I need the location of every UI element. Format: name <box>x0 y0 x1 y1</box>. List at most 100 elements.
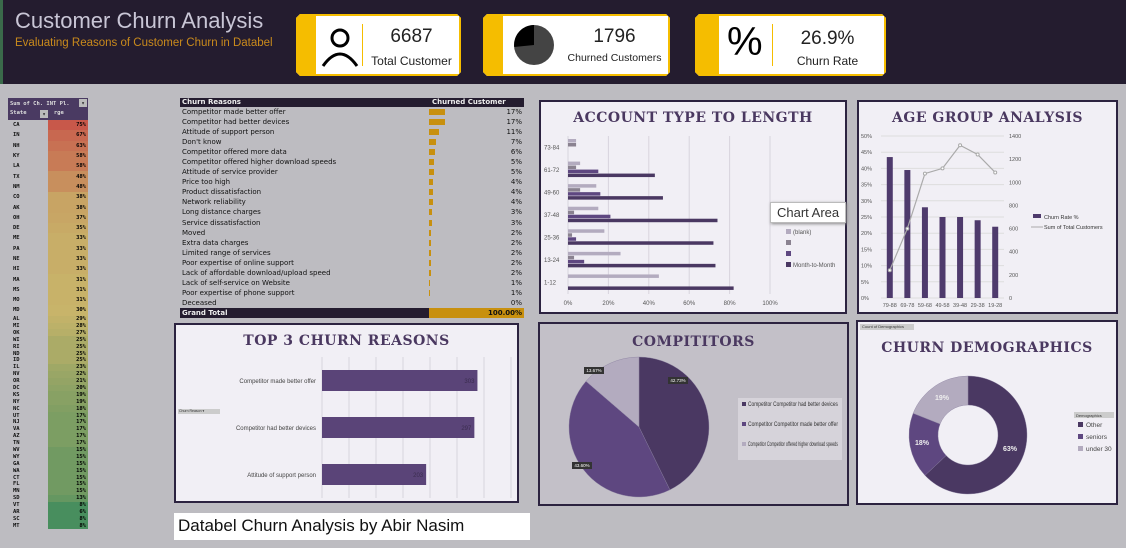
table-row: Attitude of support person 11% <box>180 127 524 137</box>
bar <box>568 188 581 192</box>
data-label: 42.73% <box>670 378 685 383</box>
data-label: 63% <box>1003 446 1018 453</box>
state-churn-value: 17% <box>48 419 88 426</box>
chart-title: AGE GROUP ANALYSIS <box>892 110 1083 126</box>
reason-value-cell: 17% <box>429 107 524 117</box>
table-row: Product dissatisfaction 4% <box>180 187 524 197</box>
y-left-tick: 25% <box>861 215 872 221</box>
bar <box>568 259 585 264</box>
y-left-tick: 10% <box>861 264 872 270</box>
reason-value-cell: 4% <box>429 177 524 187</box>
data-label-box <box>572 462 592 469</box>
state-name: AR <box>13 509 20 516</box>
bar <box>568 233 573 237</box>
data-bar <box>429 209 432 216</box>
data-label: 297 <box>461 426 472 432</box>
reason-percent: 17% <box>506 118 522 127</box>
state-row: WI 25% <box>8 336 88 344</box>
state-name: OK <box>13 329 20 336</box>
data-bar <box>429 249 431 256</box>
churn-reason-filter-button[interactable]: Churn Reason ▾ <box>178 409 220 414</box>
reason-percent: 7% <box>510 138 522 147</box>
state-row: WA 15% <box>8 467 88 475</box>
kpi-stripe <box>697 16 719 74</box>
state-row: AL 29% <box>8 315 88 323</box>
state-name: IL <box>13 364 20 371</box>
state-name: ND <box>13 350 20 357</box>
reason-name: Product dissatisfaction <box>182 188 262 197</box>
state-churn-value: 29% <box>48 315 88 323</box>
state-churn-value: 19% <box>48 391 88 399</box>
bar <box>322 464 427 485</box>
state-churn-value: 15% <box>48 460 88 468</box>
state-churn-value: 25% <box>48 350 88 357</box>
column-header-churned: Churned Customer <box>432 98 506 106</box>
state-row: FL 15% <box>8 481 88 488</box>
state-row: KY 58% <box>8 150 88 162</box>
state-name: AZ <box>13 433 20 440</box>
state-row: VT 8% <box>8 501 88 509</box>
count-of-demographics-button[interactable]: Count of Demographics <box>860 324 914 330</box>
kpi-value: 26.9% <box>800 28 855 49</box>
data-label: 303 <box>464 379 475 385</box>
reason-name: Competitor offered higher download speed… <box>182 158 337 167</box>
state-churn-value: 15% <box>48 453 88 461</box>
pie-icon <box>513 24 555 66</box>
top3-reasons-chart[interactable]: TOP 3 CHURN REASONS Churn Reason ▾ 303 Co… <box>174 323 519 503</box>
state-churn-value: 15% <box>48 481 88 488</box>
bar <box>568 169 599 174</box>
legend-label: Month-to-Month <box>793 263 835 269</box>
bar <box>974 220 981 298</box>
data-bar <box>429 259 431 266</box>
state-row: MT 8% <box>8 522 88 530</box>
reason-name: Extra data charges <box>182 238 249 247</box>
state-name: SC <box>13 515 20 522</box>
reason-name: Lack of self-service on Website <box>182 278 290 287</box>
line-point <box>905 226 910 231</box>
state-name: MN <box>13 488 20 495</box>
data-bar <box>429 269 431 276</box>
state-name: NM <box>13 183 20 190</box>
y-right-tick: 600 <box>1009 227 1018 233</box>
state-row: RI 25% <box>8 343 88 351</box>
legend-swatch <box>742 422 746 426</box>
pivot-header-text: rge <box>53 110 64 116</box>
state-churn-value: 23% <box>48 363 88 371</box>
state-row: HI 33% <box>8 264 88 275</box>
churn-demographics-chart[interactable]: Count of Demographics CHURN DEMOGRAPHICS… <box>856 320 1118 505</box>
pie-slice <box>638 356 710 491</box>
state-churn-value: 13% <box>48 494 88 502</box>
competitors-chart[interactable]: COMPITITORS 42.73% 43.60% 13.67% Competitor… <box>538 322 849 506</box>
kpi-total-customers: 6687 Total Customer <box>296 14 461 76</box>
sort-dropdown-icon[interactable]: ▾ <box>40 110 48 118</box>
state-row: PA 33% <box>8 243 88 254</box>
data-bar <box>429 189 433 196</box>
reason-value-cell: 2% <box>429 238 524 248</box>
y-left-tick: 45% <box>861 150 872 156</box>
state-name: CA <box>13 122 20 129</box>
person-icon <box>320 24 360 68</box>
state-name: IN <box>13 132 20 139</box>
reason-percent: 4% <box>510 178 522 187</box>
reason-percent: 5% <box>510 158 522 167</box>
state-row: MS 31% <box>8 284 88 296</box>
category-label: Competitor had better devices <box>236 426 316 432</box>
legend-swatch <box>1033 214 1041 218</box>
filter-dropdown-icon[interactable]: ▾ <box>79 99 87 107</box>
category-label: Competitor made better offer <box>239 379 316 385</box>
state-name: WA <box>13 467 20 474</box>
reason-percent: 2% <box>510 258 522 267</box>
state-churn-value: 31% <box>48 295 88 306</box>
state-row: WY 15% <box>8 453 88 461</box>
age-group-chart[interactable]: AGE GROUP ANALYSIS 0% 5% 10% 15% 20% 25% 30% 35… <box>857 100 1118 314</box>
state-name: MO <box>13 297 20 304</box>
state-row: TX 48% <box>8 171 88 182</box>
table-row: Competitor offered higher download speed… <box>180 157 524 167</box>
reason-percent: 4% <box>510 198 522 207</box>
legend-title: Demographics <box>1076 413 1102 418</box>
reason-percent: 2% <box>510 248 522 257</box>
state-name: OR <box>13 378 20 385</box>
state-churn-value: 21% <box>48 377 88 385</box>
table-row: Network reliability 4% <box>180 197 524 207</box>
state-name: NJ <box>13 419 20 426</box>
